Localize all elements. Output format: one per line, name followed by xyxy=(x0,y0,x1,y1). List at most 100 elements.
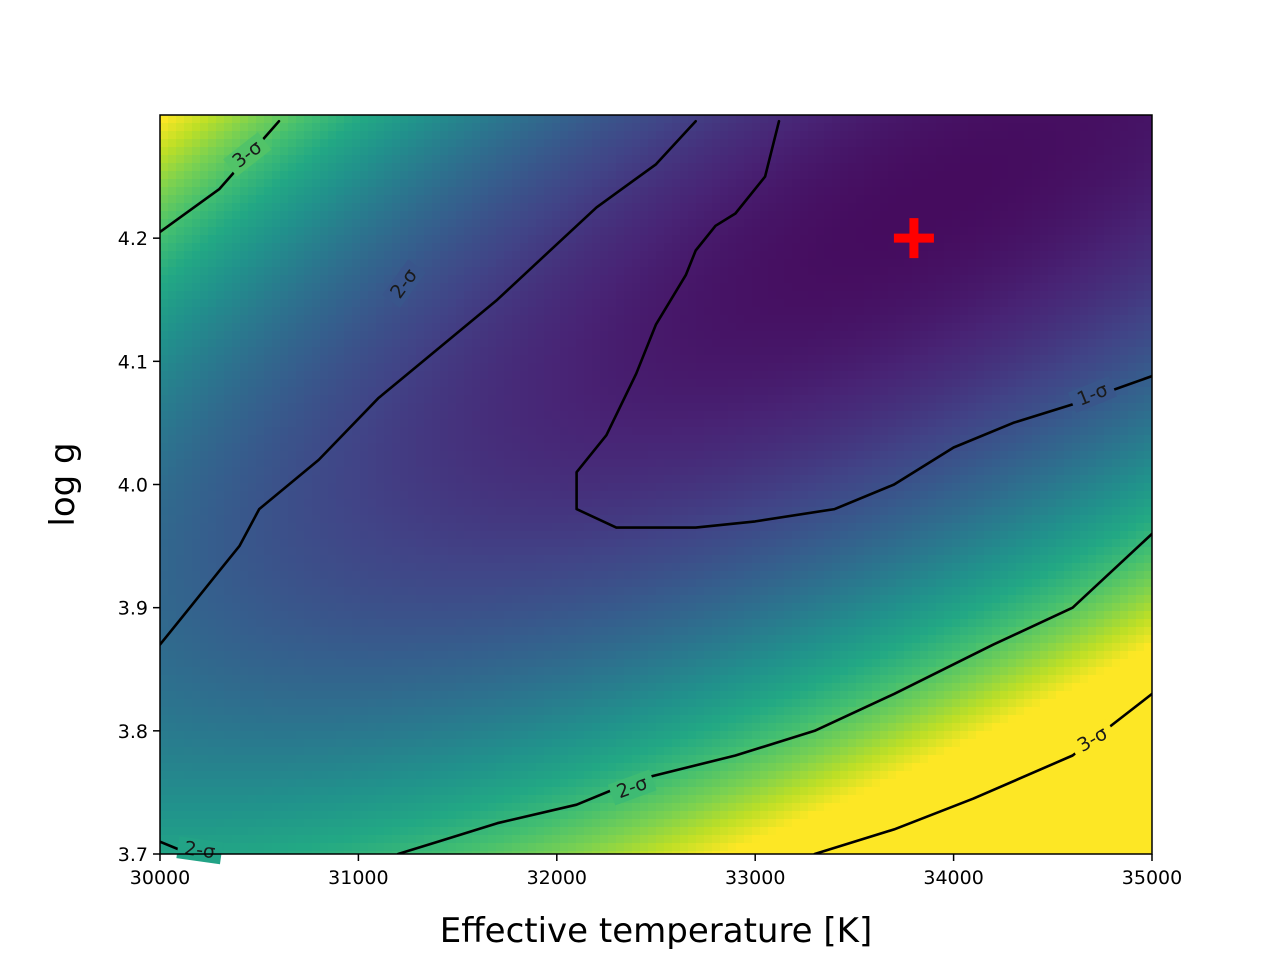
heatmap-cell xyxy=(248,635,257,644)
heatmap-cell xyxy=(536,507,545,516)
heatmap-cell xyxy=(568,603,577,612)
heatmap-cell xyxy=(224,115,233,124)
heatmap-cell xyxy=(360,483,369,492)
heatmap-cell xyxy=(168,459,177,468)
heatmap-cell xyxy=(400,459,409,468)
heatmap-cell xyxy=(336,379,345,388)
heatmap-cell xyxy=(448,275,457,284)
heatmap-cell xyxy=(168,731,177,740)
heatmap-cell xyxy=(496,203,505,212)
heatmap-cell xyxy=(480,803,489,812)
heatmap-cell xyxy=(528,171,537,180)
heatmap-cell xyxy=(200,291,209,300)
heatmap-cell xyxy=(528,723,537,732)
heatmap-cell xyxy=(248,707,257,716)
heatmap-cell xyxy=(320,563,329,572)
heatmap-cell xyxy=(160,299,169,308)
heatmap-cell xyxy=(368,811,377,820)
heatmap-cell xyxy=(264,683,273,692)
heatmap-cell xyxy=(488,163,497,172)
heatmap-cell xyxy=(320,259,329,268)
heatmap-cell xyxy=(544,819,553,828)
heatmap-cell xyxy=(280,691,289,700)
heatmap-cell xyxy=(288,691,297,700)
heatmap-cell xyxy=(384,155,393,164)
heatmap-cell xyxy=(400,443,409,452)
heatmap-cell xyxy=(192,763,201,772)
heatmap-cell xyxy=(168,579,177,588)
heatmap-cell xyxy=(192,115,201,124)
heatmap-cell xyxy=(480,795,489,804)
heatmap-cell xyxy=(408,475,417,484)
heatmap-cell xyxy=(408,627,417,636)
heatmap-cell xyxy=(304,851,313,854)
heatmap-cell xyxy=(504,731,513,740)
heatmap-cell xyxy=(264,515,273,524)
heatmap-cell xyxy=(400,795,409,804)
heatmap-cell xyxy=(392,179,401,188)
heatmap-cell xyxy=(560,307,569,316)
heatmap-cell xyxy=(248,475,257,484)
heatmap-cell xyxy=(176,307,185,316)
heatmap-cell xyxy=(480,579,489,588)
heatmap-cell xyxy=(240,491,249,500)
heatmap-cell xyxy=(424,635,433,644)
heatmap-cell xyxy=(248,523,257,532)
heatmap-cell xyxy=(584,619,593,628)
heatmap-cell xyxy=(352,299,361,308)
heatmap-cell xyxy=(168,411,177,420)
heatmap-cell xyxy=(432,739,441,748)
heatmap-cell xyxy=(304,123,313,132)
heatmap-cell xyxy=(392,211,401,220)
heatmap-cell xyxy=(512,251,521,260)
heatmap-cell xyxy=(224,275,233,284)
heatmap-cell xyxy=(488,643,497,652)
heatmap-cell xyxy=(376,851,385,854)
heatmap-cell xyxy=(496,627,505,636)
heatmap-cell xyxy=(456,675,465,684)
heatmap-cell xyxy=(312,355,321,364)
heatmap-cell xyxy=(176,219,185,228)
heatmap-cell xyxy=(328,147,337,156)
heatmap-cell xyxy=(536,435,545,444)
heatmap-cell xyxy=(296,851,305,854)
heatmap-cell xyxy=(376,515,385,524)
heatmap-cell xyxy=(544,243,553,252)
heatmap-cell xyxy=(576,347,585,356)
heatmap-cell xyxy=(376,675,385,684)
heatmap-cell xyxy=(368,131,377,140)
heatmap-cell xyxy=(416,795,425,804)
heatmap-cell xyxy=(576,315,585,324)
heatmap-cell xyxy=(424,763,433,772)
heatmap-cell xyxy=(280,147,289,156)
heatmap-cell xyxy=(312,195,321,204)
heatmap-cell xyxy=(256,403,265,412)
heatmap-cell xyxy=(424,203,433,212)
heatmap-cell xyxy=(432,691,441,700)
heatmap-cell xyxy=(432,363,441,372)
heatmap-cell xyxy=(536,699,545,708)
heatmap-cell xyxy=(424,587,433,596)
heatmap-cell xyxy=(480,411,489,420)
heatmap-cell xyxy=(432,771,441,780)
heatmap-cell xyxy=(408,699,417,708)
heatmap-cell xyxy=(256,507,265,516)
heatmap-cell xyxy=(320,363,329,372)
heatmap-cell xyxy=(344,115,353,124)
heatmap-cell xyxy=(352,683,361,692)
heatmap-cell xyxy=(320,819,329,828)
heatmap-cell xyxy=(200,435,209,444)
heatmap-cell xyxy=(408,451,417,460)
heatmap-cell xyxy=(448,659,457,668)
heatmap-cell xyxy=(288,851,297,854)
heatmap-cell xyxy=(328,427,337,436)
heatmap-cell xyxy=(528,835,537,844)
heatmap-cell xyxy=(240,627,249,636)
heatmap-cell xyxy=(464,835,473,844)
heatmap-cell xyxy=(240,731,249,740)
heatmap-cell xyxy=(224,435,233,444)
heatmap-cell xyxy=(224,147,233,156)
heatmap-cell xyxy=(176,227,185,236)
heatmap-cell xyxy=(488,771,497,780)
heatmap-cell xyxy=(160,475,169,484)
